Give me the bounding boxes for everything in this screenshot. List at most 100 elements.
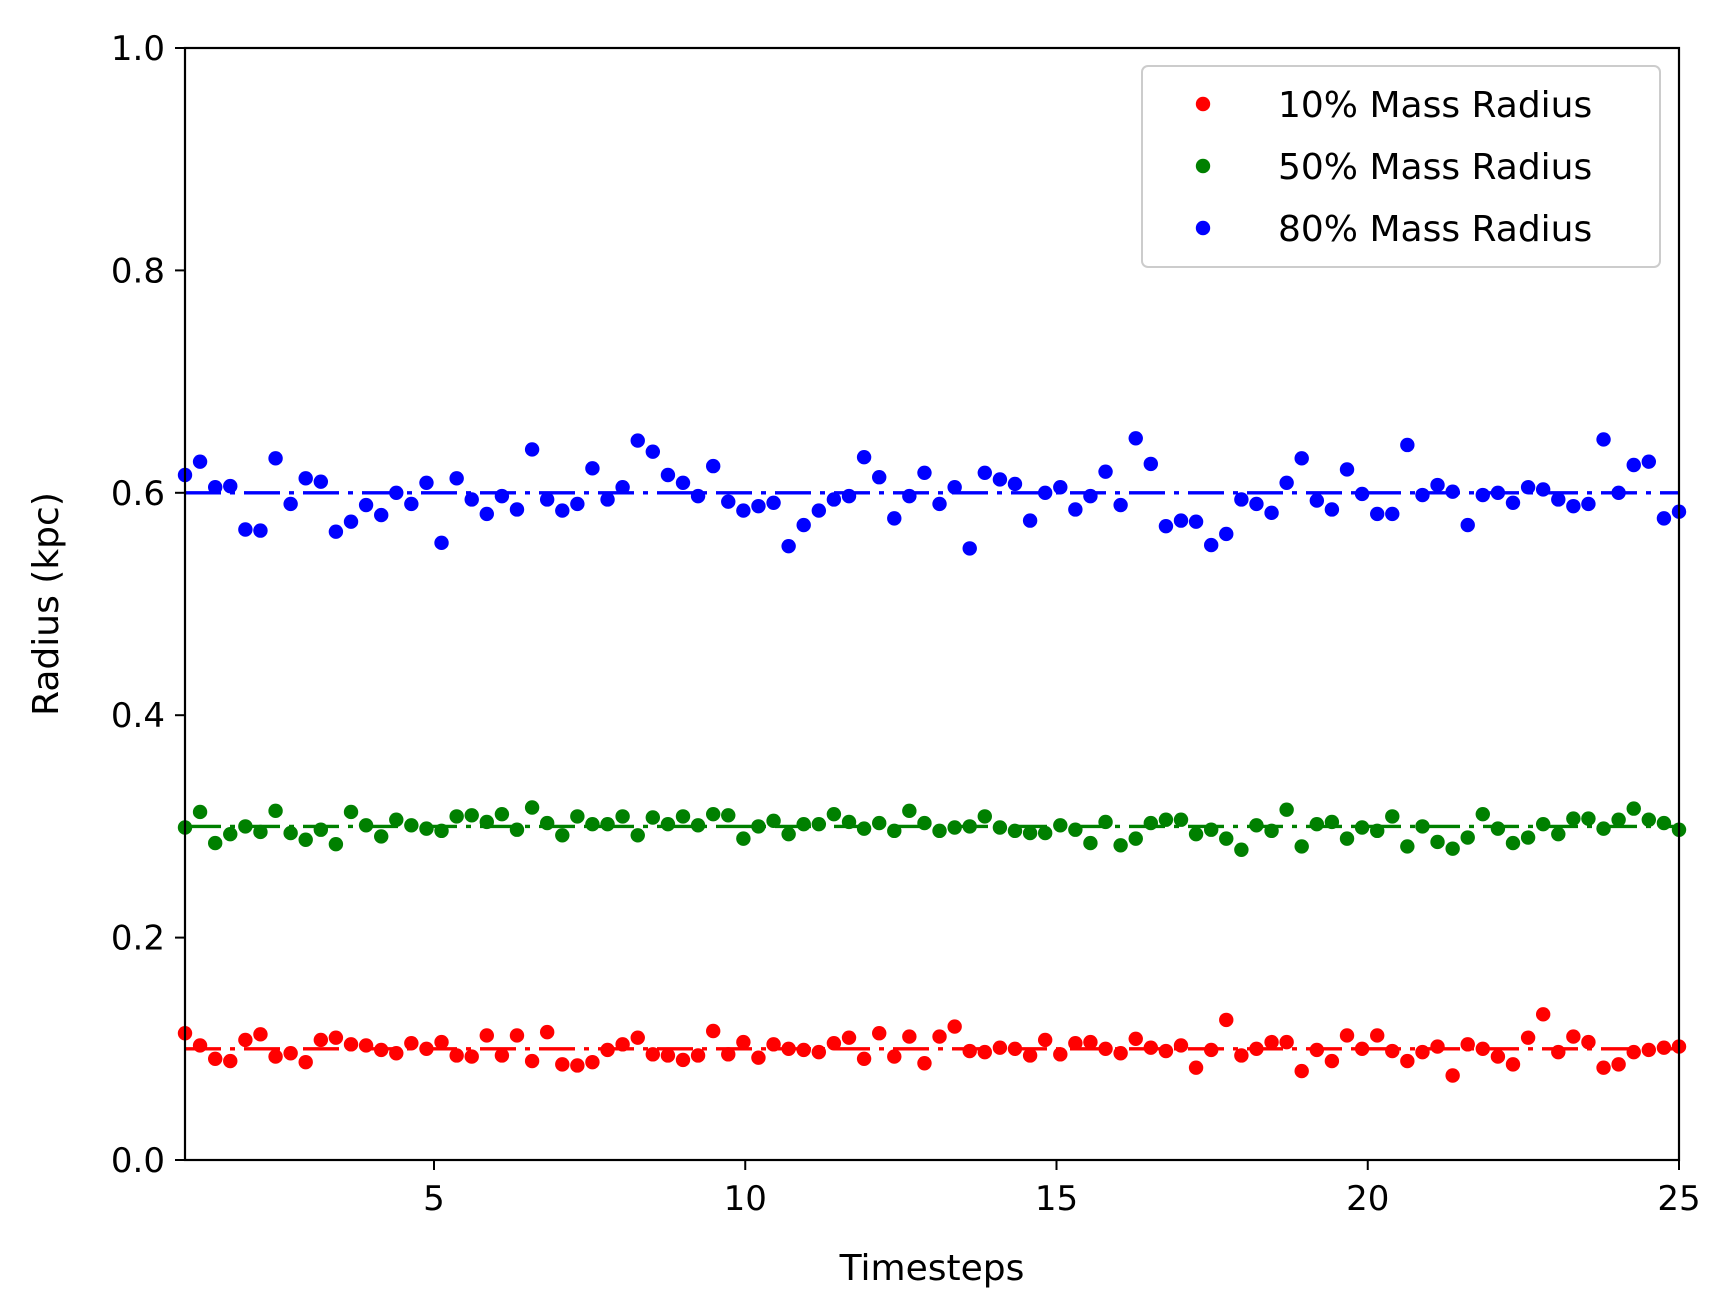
point-series3-6 xyxy=(253,523,268,538)
point-series2-71 xyxy=(1234,842,1249,857)
point-series1-25 xyxy=(539,1024,555,1040)
point-series3-42 xyxy=(796,517,811,533)
point-series2-11 xyxy=(328,836,344,852)
point-series2-25 xyxy=(539,815,555,831)
point-series1-32 xyxy=(645,1047,661,1062)
y-tick-label: 0.2 xyxy=(111,919,165,959)
point-series2-13 xyxy=(358,818,374,833)
point-series3-91 xyxy=(1535,482,1551,497)
point-series2-75 xyxy=(1294,839,1309,854)
point-series1-6 xyxy=(253,1027,268,1042)
point-series1-43 xyxy=(811,1044,827,1060)
point-series1-63 xyxy=(1113,1046,1128,1061)
point-series1-87 xyxy=(1475,1041,1490,1057)
point-series2-42 xyxy=(796,816,811,832)
point-series1-61 xyxy=(1083,1034,1098,1050)
point-series3-39 xyxy=(751,498,766,514)
point-series3-90 xyxy=(1520,480,1536,495)
point-series1-80 xyxy=(1370,1028,1385,1043)
point-series2-56 xyxy=(1007,823,1023,839)
point-series3-84 xyxy=(1430,477,1445,493)
point-series3-41 xyxy=(781,538,796,554)
point-series2-28 xyxy=(585,816,600,832)
point-series3-60 xyxy=(1068,502,1083,517)
point-series3-64 xyxy=(1128,431,1143,446)
point-series2-34 xyxy=(675,809,691,824)
point-series3-28 xyxy=(585,461,600,476)
point-series2-15 xyxy=(389,812,404,827)
point-series2-4 xyxy=(223,826,238,842)
point-series3-46 xyxy=(856,450,872,465)
point-series3-35 xyxy=(690,488,706,504)
point-series1-22 xyxy=(494,1048,510,1063)
point-series1-98 xyxy=(1641,1042,1657,1058)
point-series3-18 xyxy=(434,535,449,551)
point-series1-21 xyxy=(479,1028,494,1043)
point-series2-22 xyxy=(494,806,510,822)
point-series2-90 xyxy=(1520,830,1536,845)
point-series3-50 xyxy=(917,465,932,480)
point-series2-19 xyxy=(449,809,464,824)
point-series3-78 xyxy=(1339,462,1355,477)
point-series2-12 xyxy=(343,804,359,820)
mean-lines xyxy=(185,491,1679,1051)
point-series1-3 xyxy=(207,1051,223,1067)
point-series1-66 xyxy=(1158,1043,1174,1059)
x-axis-ticks: 5 10 15 20 25 xyxy=(423,1160,1701,1219)
point-series1-29 xyxy=(600,1042,615,1058)
point-series1-50 xyxy=(917,1056,932,1071)
point-series2-76 xyxy=(1309,816,1325,832)
point-series1-30 xyxy=(615,1037,630,1052)
point-series3-25 xyxy=(539,492,555,507)
point-series3-32 xyxy=(645,444,661,459)
point-series2-16 xyxy=(404,818,419,833)
point-series2-98 xyxy=(1641,812,1657,827)
point-series2-47 xyxy=(872,815,887,831)
point-series2-72 xyxy=(1249,818,1264,833)
point-series1-41 xyxy=(781,1041,796,1057)
point-series1-36 xyxy=(705,1023,721,1039)
point-series2-82 xyxy=(1400,839,1415,854)
x-tick-label: 20 xyxy=(1346,1179,1389,1219)
point-series2-61 xyxy=(1083,835,1098,851)
point-series1-82 xyxy=(1400,1053,1415,1069)
point-series2-3 xyxy=(207,835,223,851)
point-series3-99 xyxy=(1656,511,1672,526)
point-series2-86 xyxy=(1460,830,1475,845)
point-series1-14 xyxy=(374,1042,389,1058)
point-series1-26 xyxy=(555,1057,570,1072)
point-series2-46 xyxy=(856,821,872,836)
point-series1-53 xyxy=(962,1043,977,1059)
point-series1-70 xyxy=(1219,1012,1234,1028)
point-series1-95 xyxy=(1596,1060,1611,1075)
point-series1-97 xyxy=(1626,1044,1641,1060)
point-series3-38 xyxy=(736,503,751,518)
point-series2-24 xyxy=(524,800,540,815)
point-series2-9 xyxy=(298,832,313,847)
point-series1-69 xyxy=(1203,1042,1219,1058)
point-series1-9 xyxy=(298,1054,313,1070)
legend-label-3: 80% Mass Radius xyxy=(1278,209,1592,250)
point-series1-55 xyxy=(992,1040,1008,1055)
point-series2-84 xyxy=(1430,834,1445,850)
point-series3-58 xyxy=(1037,485,1053,500)
point-series1-17 xyxy=(419,1041,434,1057)
point-series2-14 xyxy=(374,829,389,844)
point-series1-12 xyxy=(343,1037,359,1052)
point-series2-81 xyxy=(1385,809,1400,824)
point-series1-5 xyxy=(238,1032,253,1048)
point-series2-49 xyxy=(902,803,917,819)
point-series1-47 xyxy=(872,1026,887,1041)
point-series1-86 xyxy=(1460,1037,1475,1052)
point-series1-46 xyxy=(856,1051,872,1067)
point-series3-56 xyxy=(1007,476,1023,492)
point-series1-13 xyxy=(358,1038,374,1053)
point-series3-95 xyxy=(1596,432,1611,447)
x-tick-label: 15 xyxy=(1035,1179,1078,1219)
point-series3-31 xyxy=(630,433,645,448)
point-series1-37 xyxy=(721,1047,736,1062)
x-axis-title: Timesteps xyxy=(839,1248,1025,1289)
plot-frame xyxy=(183,46,1681,1162)
point-series2-57 xyxy=(1022,825,1038,841)
point-series1-73 xyxy=(1264,1034,1279,1050)
